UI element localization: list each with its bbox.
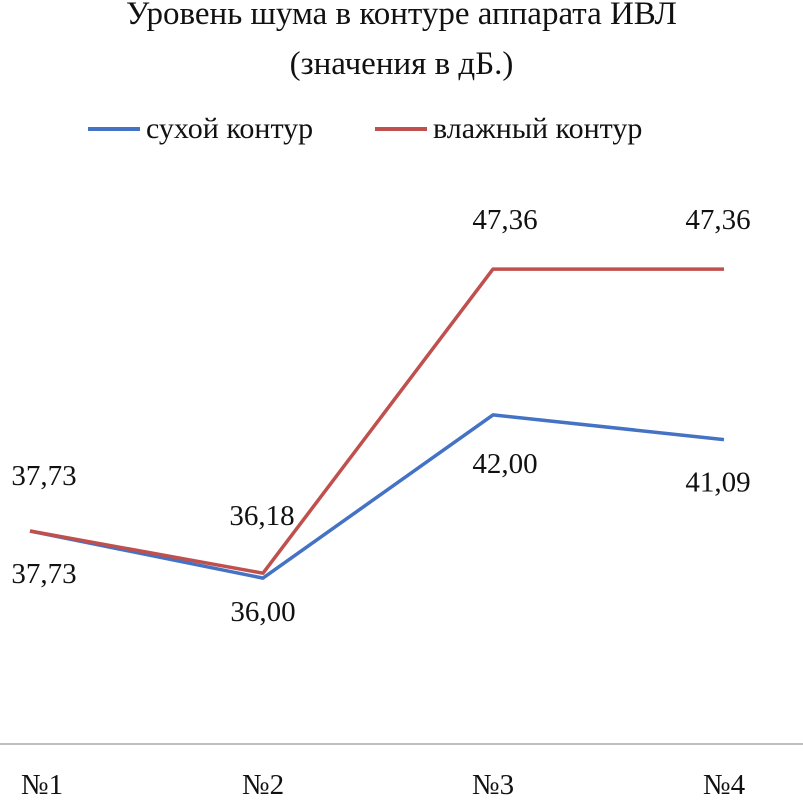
- legend-item-wet: влажный контур: [375, 112, 642, 146]
- legend-swatch-wet: [375, 127, 427, 131]
- series-line-dry: [29, 413, 725, 580]
- legend: сухой контур влажный контур: [0, 112, 803, 156]
- chart-title-line1: Уровень шума в контуре аппарата ИВЛ: [126, 0, 677, 32]
- x-tick-layer: №1 №2 №3 №4: [21, 769, 746, 801]
- data-label-dry-1: 37,73: [11, 558, 76, 590]
- legend-label-wet: влажный контур: [433, 112, 643, 145]
- legend-swatch-dry: [88, 127, 140, 131]
- x-tick-label-2: №2: [242, 769, 284, 801]
- x-tick-label-4: №4: [703, 769, 746, 801]
- legend-label-dry: сухой контур: [146, 112, 314, 145]
- x-tick-label-1: №1: [21, 769, 63, 801]
- data-label-layer: 37,73 36,00 42,00 41,09 37,73 36,18 47,36 47,36: [11, 204, 750, 628]
- x-tick-label-3: №3: [472, 769, 514, 801]
- series-layer: [29, 267, 725, 580]
- data-label-wet-4: 47,36: [685, 204, 750, 236]
- data-label-wet-3: 47,36: [472, 204, 537, 236]
- series-line-wet: [29, 267, 724, 575]
- data-label-dry-2: 36,00: [230, 596, 295, 628]
- data-label-dry-4: 41,09: [685, 467, 750, 499]
- data-label-dry-3: 42,00: [472, 448, 537, 480]
- data-label-wet-2: 36,18: [229, 500, 294, 532]
- legend-item-dry: сухой контур: [88, 112, 313, 146]
- data-label-wet-1: 37,73: [11, 460, 76, 492]
- chart-title-line2: (значения в дБ.): [289, 46, 514, 82]
